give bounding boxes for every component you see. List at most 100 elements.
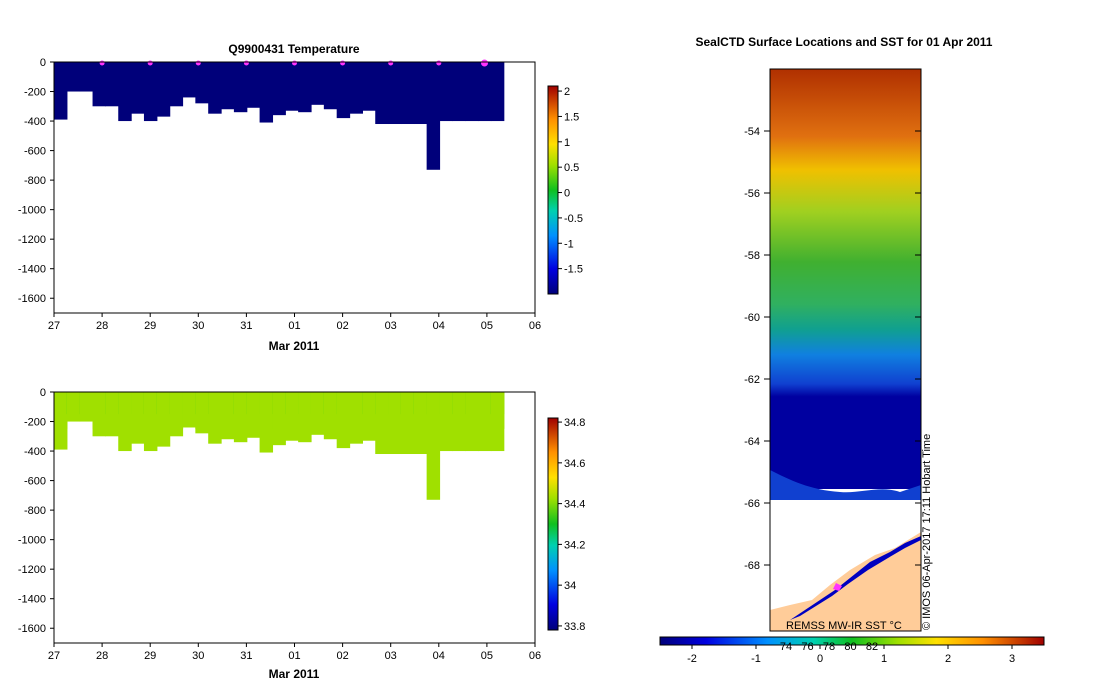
y-tick-label: -600 [24,146,46,158]
x-tick-label: 04 [433,320,445,332]
cb-tick-label: 3 [1009,653,1015,665]
surface-marker [99,60,105,66]
salinity-cell [478,392,492,452]
map-lat-axis: -54 -56 -58 -60 -62 -64 -66 -68 [744,126,921,572]
salinity-cell [105,392,119,437]
sst-colorbar [659,636,1045,646]
temperature-profile [195,62,209,104]
cb-tick-label: 34 [564,580,576,592]
x-tick-label: 28 [96,320,108,332]
temperature-colorbar [547,85,559,295]
y-tick-label: -1200 [18,234,46,246]
cb-tick-label: 33.8 [564,621,585,633]
lat-tick-label: -56 [744,188,760,200]
temperature-profile [143,62,158,122]
temperature-profile [285,62,299,111]
cb-tick-label: 34.4 [564,499,585,511]
surface-marker [147,60,153,66]
temperature-profile [105,62,119,107]
cb-tick-label: 1 [564,137,570,149]
temperature-profile [478,62,492,122]
cb-tick-label: 1 [881,653,887,665]
y-tick-label: -1200 [18,564,46,576]
cb-tick-label: 34.6 [564,458,585,470]
y-tick-label: -400 [24,116,46,128]
temperature-profile [349,62,363,114]
temperature-section [54,62,505,170]
sst-map-title: SealCTD Surface Locations and SST for 01… [696,35,993,49]
lat-tick-label: -62 [744,374,760,386]
salinity-cell [323,392,338,440]
temperature-x-axis: 27 28 29 30 31 01 02 03 04 05 06 [48,313,541,332]
surface-marker [436,60,442,66]
temperature-profile [388,62,402,125]
y-tick-label: -1400 [18,594,46,606]
x-tick-label: 29 [144,320,156,332]
cb-tick-label: 34.8 [564,417,585,429]
temperature-profile [233,62,248,113]
x-tick-label: 28 [96,650,108,662]
x-tick-label: 05 [481,650,493,662]
cb-tick-label: -1 [564,238,574,250]
x-tick-label: 05 [481,320,493,332]
cb-tick-label: -0.5 [564,213,583,225]
lat-tick-label: -54 [744,126,760,138]
temperature-profile [452,62,466,122]
x-tick-label: 04 [433,650,445,662]
cb-tick-label: -1 [751,653,761,665]
temperature-profile [375,62,389,125]
temperature-xlabel: Mar 2011 [269,339,320,353]
sst-map-panel: SealCTD Surface Locations and SST for 01… [659,35,1045,665]
salinity-cell [452,392,466,452]
salinity-cell [246,392,261,438]
salinity-section [54,392,505,500]
imos-credit: © IMOS 06-Apr-2017 17:11 Hobart Time [921,434,933,630]
y-tick-label: -1000 [18,535,46,547]
salinity-cell [143,392,158,452]
temperature-panel: Q9900431 Temperature 27 28 29 30 31 01 02 03 04 0… [18,42,583,353]
salinity-cell [439,392,453,452]
y-tick-label: -1400 [18,264,46,276]
lon-tick-label: 74 [780,641,792,653]
lat-tick-label: -64 [744,436,760,448]
temperature-profile [362,62,376,111]
salinity-cell [208,392,222,444]
y-tick-label: 0 [40,387,46,399]
salinity-colorbar [547,417,559,631]
x-tick-label: 30 [192,320,204,332]
salinity-cell [426,392,441,500]
cb-tick-label: 1.5 [564,111,579,123]
y-tick-label: -400 [24,446,46,458]
salinity-cell [118,392,132,452]
x-tick-label: 31 [240,650,252,662]
salinity-cell [388,392,402,455]
salinity-cell [298,392,312,443]
temperature-profile [182,62,196,98]
cb-tick-label: 0 [817,653,823,665]
lon-tick-label: 76 [801,641,813,653]
cb-tick-label: -1.5 [564,264,583,276]
map-frame [769,68,922,632]
temperature-profile [298,62,312,113]
surface-marker [243,60,249,66]
x-tick-label: 03 [385,650,397,662]
salinity-cell [233,392,248,443]
salinity-cell [349,392,363,444]
sst-source-label: REMSS MW-IR SST °C [786,620,902,632]
temperature-colorbar-ticks: 2 1.5 1 0.5 0 -0.5 -1 -1.5 [558,86,583,276]
y-tick-label: -800 [24,505,46,517]
temperature-profile [336,62,351,119]
salinity-cell [375,392,389,455]
salinity-cell [54,392,68,450]
salinity-panel: 27 28 29 30 31 01 02 03 04 05 06 0 -200 -400 -600 -800… [18,387,586,681]
x-tick-label: 02 [336,650,348,662]
x-tick-label: 06 [529,650,541,662]
temperature-profile [156,62,171,117]
temperature-profile [400,62,415,125]
salinity-cell [66,392,81,422]
lon-tick-label: 80 [844,641,856,653]
salinity-colorbar-ticks: 34.8 34.6 34.4 34.2 34 33.8 [558,417,585,633]
temperature-profile [310,62,325,105]
y-tick-label: -1600 [18,623,46,635]
x-tick-label: 01 [288,320,300,332]
